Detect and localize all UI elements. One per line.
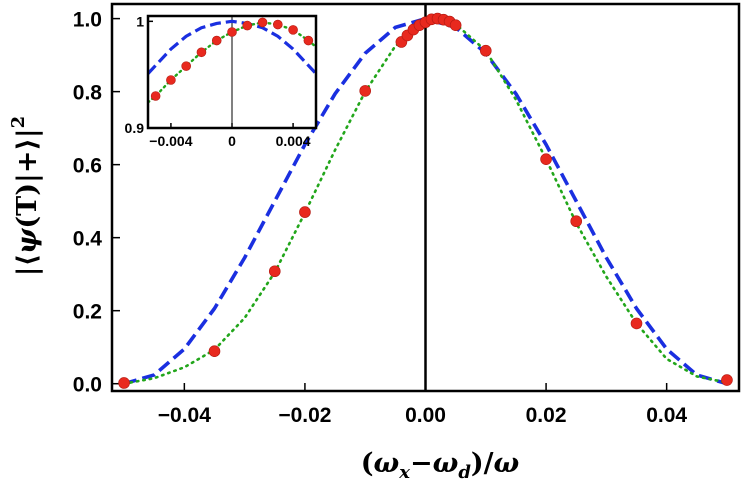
main-data-marker: [118, 377, 130, 389]
main-data-marker: [540, 153, 552, 165]
inset-data-marker: [150, 91, 161, 101]
main-data-marker: [721, 374, 733, 386]
main-plot: −0.04 −0.02 0.00 0.02 0.04 0.0 0.2 0.4 0.6 0.8 1.0: [73, 4, 733, 427]
main-x-tick-label: 0.04: [646, 404, 687, 427]
x-axis-label: (ωx−ωd)/ω: [361, 448, 520, 483]
main-x-tick-label: −0.02: [278, 404, 331, 427]
main-dotted-curve: [122, 18, 729, 386]
main-data-marker: [570, 215, 583, 228]
y-axis-label: |⟨ψ(T)|+⟩|2: [8, 116, 43, 276]
main-data-marker: [479, 44, 492, 57]
main-data-marker: [299, 206, 311, 218]
main-data-marker: [268, 265, 281, 278]
main-y-tick-label: 0.4: [73, 228, 103, 251]
inset-x-tick-label: −0.004: [149, 133, 192, 149]
inset-y-tick-label: 1: [136, 13, 144, 29]
inset-data-marker: [227, 27, 237, 37]
main-y-tick-label: 0.2: [73, 301, 102, 324]
inset-dashed-curve: [148, 19, 316, 75]
inset-data-marker: [196, 47, 207, 58]
inset-data-marker: [166, 75, 176, 85]
inset-data-marker: [242, 20, 253, 31]
inset-data-marker: [211, 35, 222, 46]
inset-plot: −0.004 0 0.004 0.9 1: [125, 13, 316, 149]
main-y-tick-label: 1.0: [73, 9, 102, 32]
main-data-marker: [208, 345, 221, 358]
inset-data-marker: [181, 61, 191, 71]
inset-data-marker: [257, 17, 268, 28]
inset-x-tick-label: 0.004: [276, 133, 311, 149]
main-y-tick-label: 0.6: [73, 155, 102, 178]
main-x-tick-label: −0.04: [158, 404, 211, 427]
inset-plot-frame: [146, 14, 318, 130]
main-dashed-curve: [123, 16, 728, 386]
main-data-marker: [359, 85, 372, 97]
inset-data-marker: [288, 25, 298, 35]
inset-data-marker: [273, 19, 283, 30]
main-data-marker: [630, 317, 643, 330]
main-x-tick-label: 0.02: [526, 404, 567, 427]
inset-y-tick-label: 0.9: [125, 120, 145, 136]
main-y-tick-label: 0.8: [73, 82, 103, 105]
main-y-tick-label: 0.0: [73, 374, 102, 397]
main-x-tick-label: 0.00: [405, 404, 446, 427]
inset-data-marker: [303, 35, 314, 46]
main-data-marker: [449, 19, 462, 31]
inset-x-tick-label: 0: [228, 133, 236, 149]
